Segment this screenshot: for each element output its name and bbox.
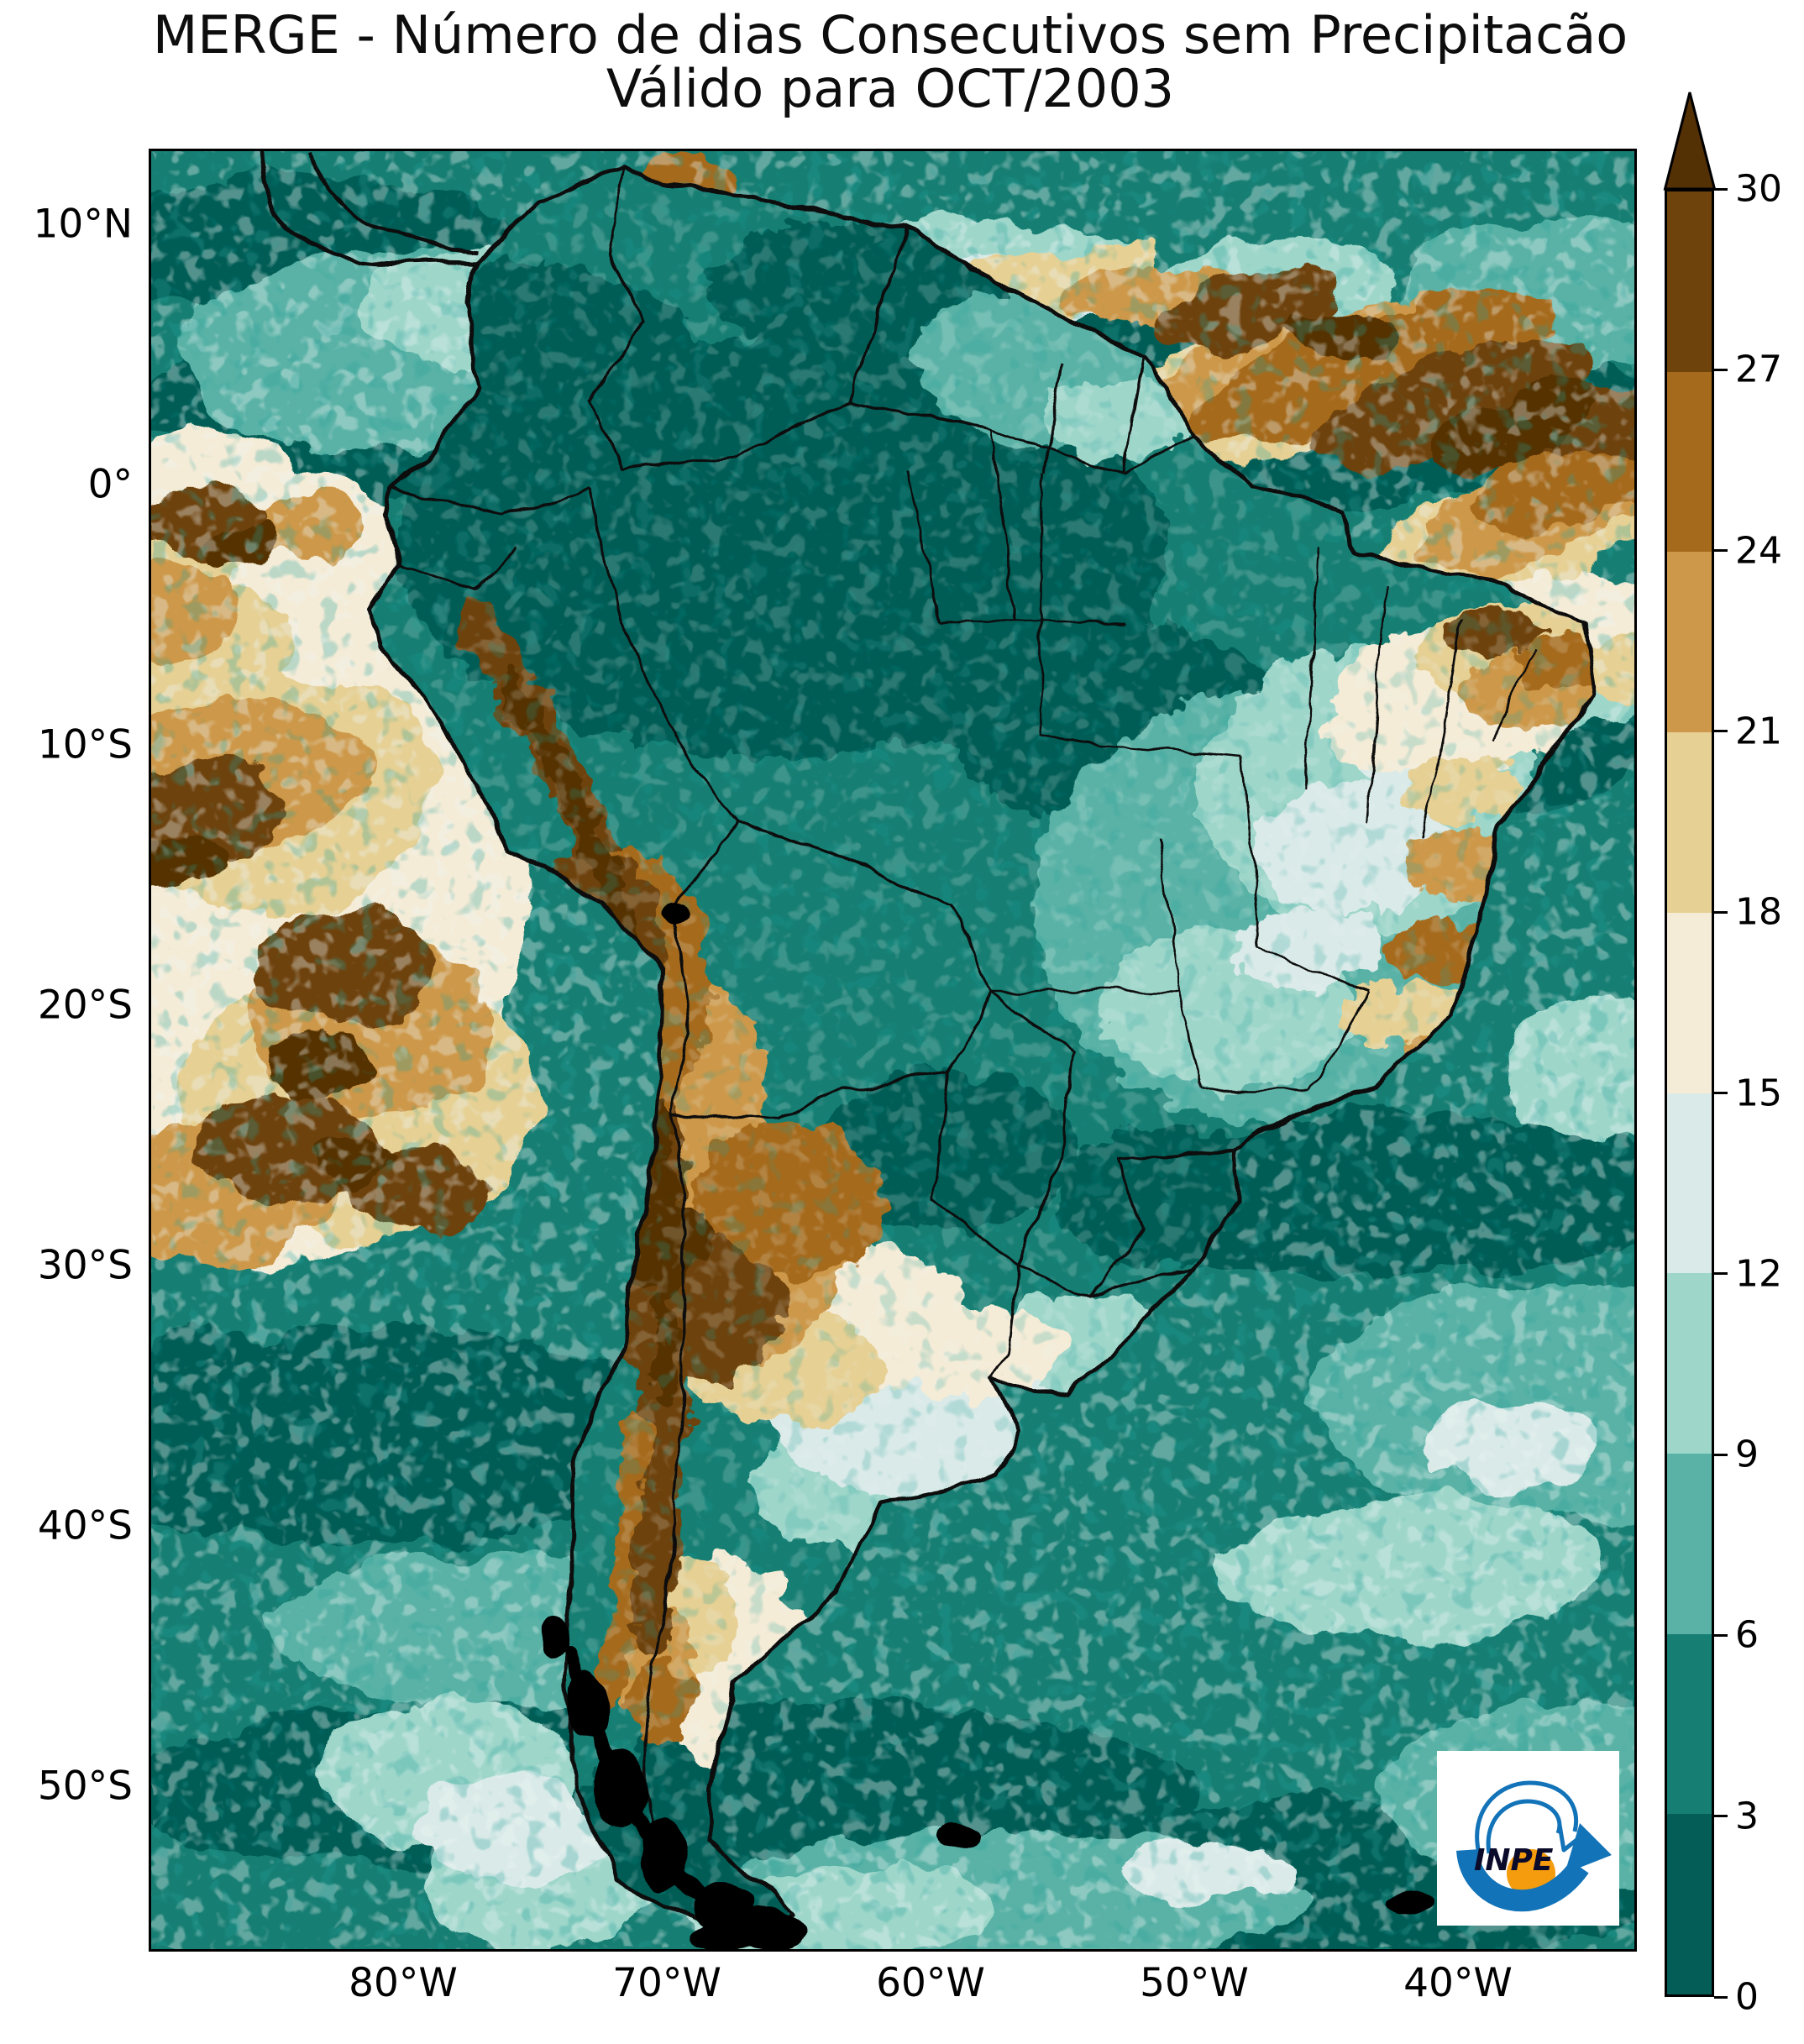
colorbar-bin xyxy=(1667,1633,1712,1815)
central-america-north-coast xyxy=(308,151,478,254)
colorbar-tick-mark xyxy=(1714,1272,1728,1276)
colorbar-bin xyxy=(1667,191,1712,372)
colorbar-tick-label: 21 xyxy=(1735,710,1782,753)
colorbar-tick-label: 6 xyxy=(1735,1613,1759,1657)
y-tick-label: 50°S xyxy=(37,1763,133,1810)
x-tick-label: 70°W xyxy=(612,1960,721,2006)
lake-titicaca xyxy=(662,902,690,920)
colorbar-bin xyxy=(1667,552,1712,733)
map-axes: INPE xyxy=(149,149,1637,1952)
colorbar-tick-label: 0 xyxy=(1735,1975,1759,2019)
y-tick-label: 0° xyxy=(87,461,133,508)
colorbar-tick-label: 15 xyxy=(1735,1072,1782,1114)
colorbar-tick-mark xyxy=(1714,910,1728,914)
colorbar-tick-label: 12 xyxy=(1735,1252,1782,1296)
plot-title: MERGE - Número de dias Consecutivos sem … xyxy=(153,8,1628,117)
colorbar-bin xyxy=(1667,1453,1712,1634)
colorbar-tick-mark xyxy=(1714,368,1728,371)
plot-title-line2: Válido para OCT/2003 xyxy=(606,58,1175,120)
inpe-arrow-head xyxy=(1565,1823,1612,1874)
y-tick-label: 20°S xyxy=(37,982,133,1029)
country-borders xyxy=(391,163,1237,1881)
x-tick-label: 80°W xyxy=(349,1960,458,2006)
inpe-logo-text: INPE xyxy=(1474,1843,1554,1878)
y-tick-label: 30°S xyxy=(37,1242,133,1289)
coastline xyxy=(258,151,1597,1942)
y-tick-label: 10°N xyxy=(33,201,133,248)
map-art xyxy=(151,151,1634,1949)
y-tick-label: 10°S xyxy=(37,721,133,768)
colorbar-tick-mark xyxy=(1714,549,1728,553)
colorbar-tick-label: 9 xyxy=(1735,1433,1759,1476)
colorbar-tick-mark xyxy=(1714,1092,1728,1094)
colorbar-tick-mark xyxy=(1714,187,1728,191)
x-tick-label: 60°W xyxy=(876,1960,985,2006)
y-tick-label: 40°S xyxy=(37,1502,133,1549)
inpe-logo-graphic: INPE xyxy=(1456,1780,1612,1912)
island xyxy=(935,1822,983,1847)
colorbar-bin xyxy=(1667,912,1712,1093)
colorbar-tick-label: 3 xyxy=(1735,1795,1759,1838)
colorbar-tick-mark xyxy=(1714,1995,1728,1999)
colorbar-over-arrow xyxy=(1663,92,1717,191)
state-borders xyxy=(905,429,1539,1161)
colorbar-tick-label: 24 xyxy=(1735,529,1782,573)
map-figure xyxy=(151,151,1634,1949)
colorbar-bin xyxy=(1667,1093,1712,1274)
plot-title-line1: MERGE - Número de dias Consecutivos sem … xyxy=(152,4,1628,66)
x-tick-label: 40°W xyxy=(1403,1960,1513,2006)
colorbar-tick-label: 27 xyxy=(1735,348,1782,391)
colorbar xyxy=(1665,189,1714,1997)
colorbar-bin xyxy=(1667,732,1712,913)
inpe-logo: INPE xyxy=(1437,1751,1619,1926)
inpe-swirl-icon xyxy=(1456,1780,1612,1912)
colorbar-bin xyxy=(1667,1273,1712,1454)
colorbar-bin xyxy=(1667,1814,1712,1995)
x-tick-label: 50°W xyxy=(1140,1960,1249,2006)
colorbar-bin xyxy=(1667,371,1712,553)
colorbar-tick-label: 18 xyxy=(1735,890,1782,934)
island xyxy=(1385,1891,1437,1913)
colorbar-tick-mark xyxy=(1714,730,1728,733)
fjord-coast xyxy=(538,902,1437,1949)
colorbar-tick-mark xyxy=(1714,1453,1728,1456)
colorbar-tick-mark xyxy=(1714,1815,1728,1818)
colorbar-tick-mark xyxy=(1714,1633,1728,1637)
colorbar-tick-label: 30 xyxy=(1735,167,1782,211)
central-america-south-coast xyxy=(258,151,478,266)
